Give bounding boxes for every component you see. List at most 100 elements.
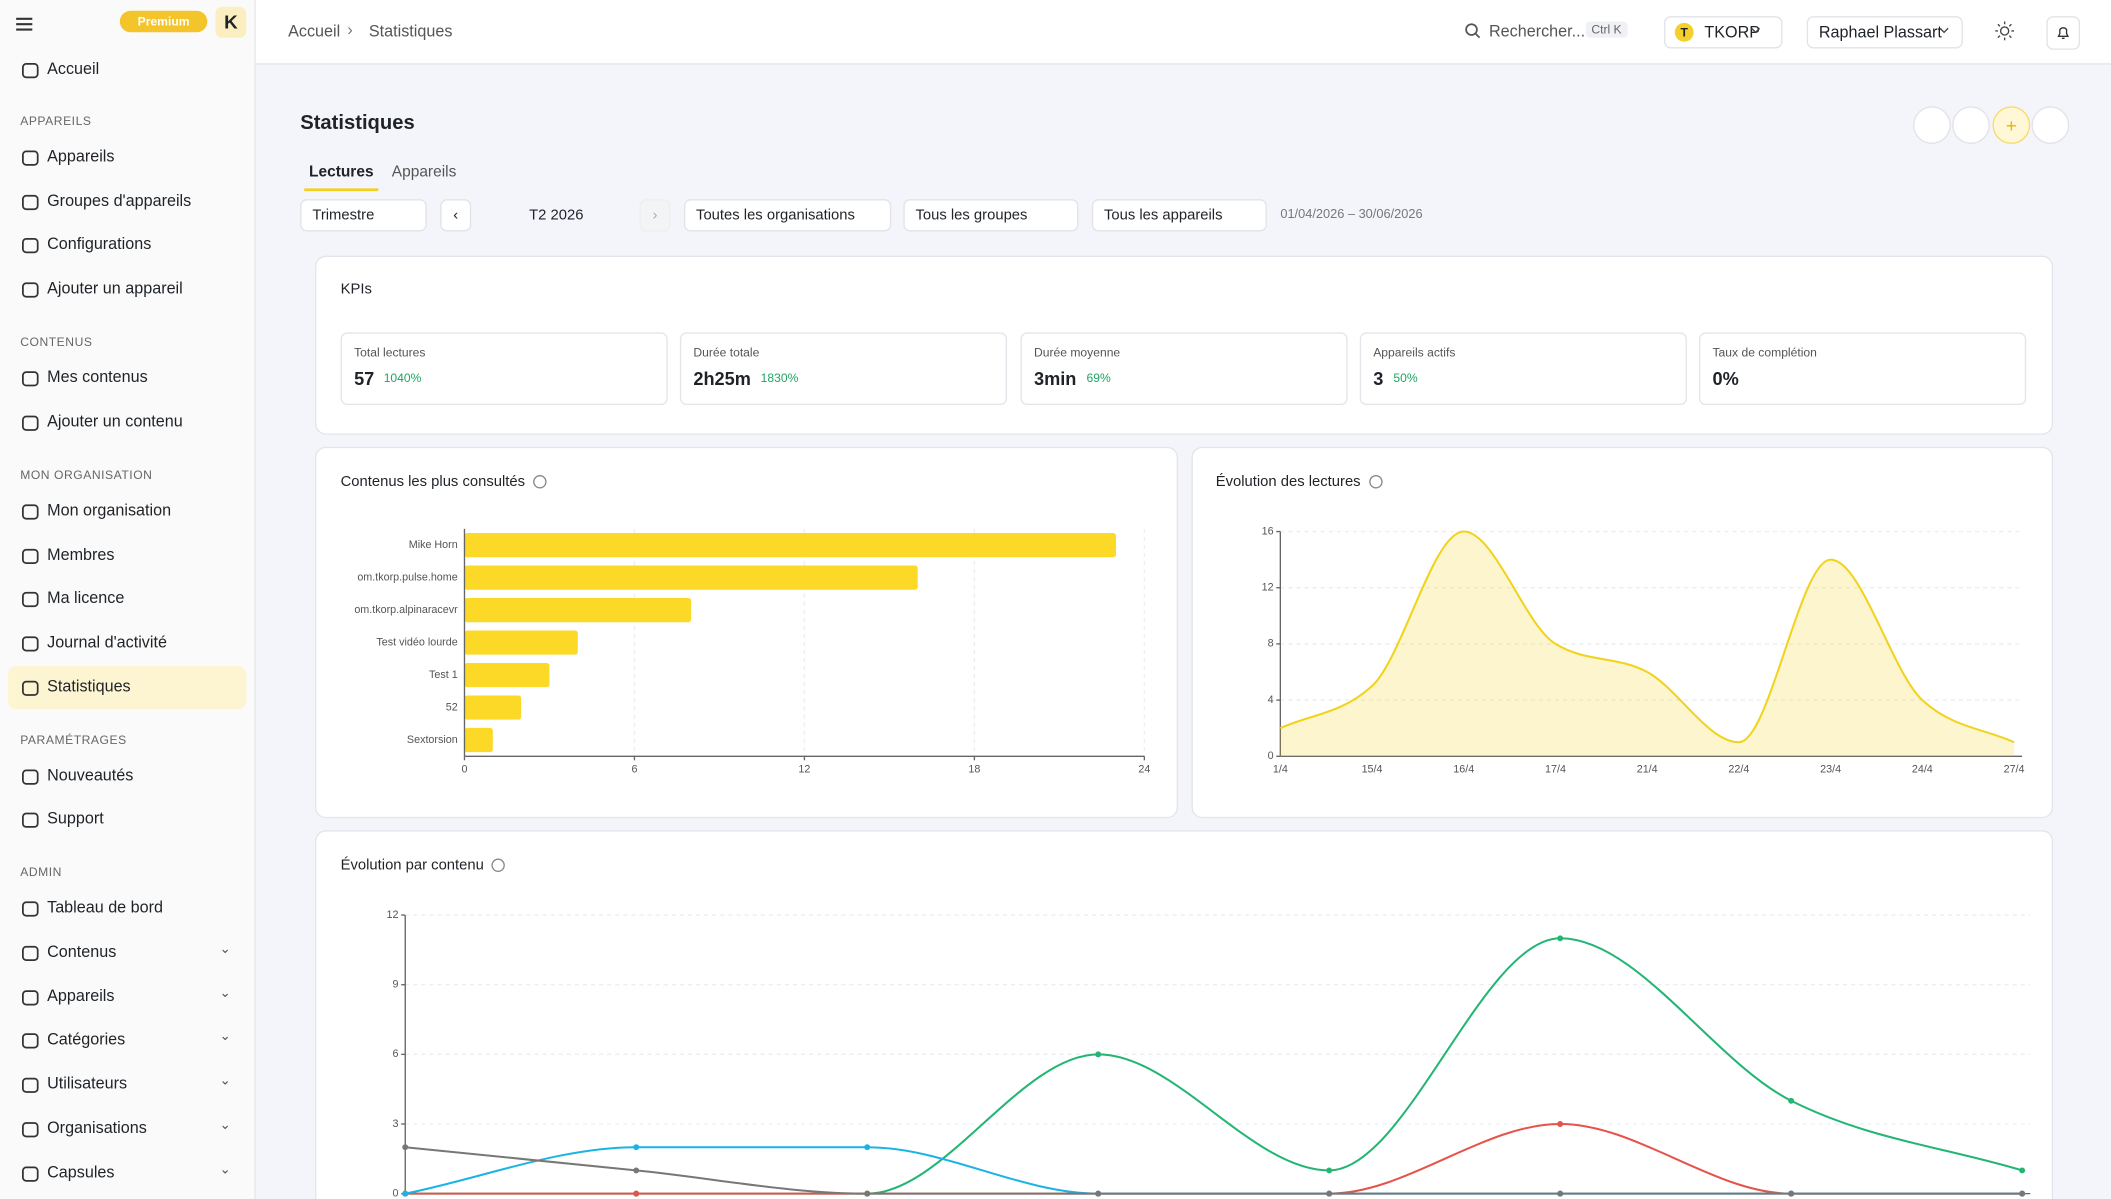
breadcrumb-home[interactable]: Accueil	[288, 21, 341, 41]
tab-underline	[304, 188, 379, 192]
settings-button[interactable]	[1952, 106, 1990, 144]
nav-item[interactable]: Configurations	[47, 234, 152, 254]
line	[405, 1146, 2023, 1195]
line	[405, 1146, 2023, 1195]
icon-shape	[22, 636, 39, 652]
nav-item[interactable]: Groupes d'appareils	[47, 190, 192, 210]
prev-button[interactable]: ‹	[440, 199, 472, 232]
nav-icon	[22, 636, 39, 652]
icon-button[interactable]	[1913, 106, 1951, 144]
layout-button[interactable]	[2031, 106, 2070, 144]
search-icon	[1465, 23, 1481, 39]
icon-shape	[22, 768, 39, 785]
point	[1557, 935, 1564, 942]
expand-chevron: ⌄	[219, 1073, 231, 1089]
icon-shape	[22, 194, 39, 210]
theme-toggle[interactable]	[1995, 21, 2015, 41]
kpi-label: Total lectures	[354, 345, 426, 360]
point	[1326, 1167, 1333, 1174]
logo[interactable]: K	[215, 6, 247, 38]
notifications[interactable]	[2046, 16, 2081, 50]
point	[1095, 1190, 1102, 1197]
y-tick-label: 3	[393, 1118, 399, 1130]
nav-icon	[22, 901, 39, 918]
filter[interactable]: Toutes les organisations	[683, 199, 892, 232]
info-icon	[533, 475, 547, 489]
x-tick-label: 27/4	[2004, 764, 2025, 776]
menu-icon[interactable]	[15, 16, 34, 32]
icon-shape	[22, 150, 39, 166]
nav-item[interactable]: Organisations	[47, 1118, 147, 1137]
chart-title: Contenus les plus consultés	[340, 473, 526, 490]
filter[interactable]: Tous les appareils	[1091, 199, 1267, 232]
tab[interactable]: Appareils	[391, 164, 457, 181]
point	[633, 1190, 640, 1197]
line	[1279, 530, 2015, 744]
kpi-label: Taux de complétion	[1712, 345, 1817, 360]
expand-chevron: ⌄	[219, 1029, 231, 1045]
nav-item[interactable]: Ma licence	[47, 588, 125, 608]
icon-shape	[22, 548, 39, 564]
bar	[464, 630, 578, 655]
kpi-label: Appareils actifs	[1373, 345, 1456, 360]
icon-shape	[22, 1077, 39, 1094]
filter[interactable]: Tous les groupes	[903, 199, 1079, 232]
point	[402, 1144, 409, 1151]
nav-item[interactable]: Utilisateurs	[47, 1073, 128, 1093]
nav-item[interactable]: Accueil	[47, 59, 100, 79]
line	[405, 937, 2023, 1195]
nav-item[interactable]: Contenus	[47, 941, 117, 961]
x-tick-label: 0	[461, 764, 467, 776]
bar	[464, 727, 493, 753]
x-tick-label: 16/4	[1453, 764, 1474, 776]
nav-item[interactable]: Tableau de bord	[47, 897, 164, 917]
x-tick-label: 23/4	[1820, 764, 1841, 776]
chart-card	[315, 830, 2054, 1199]
period-select[interactable]: Trimestre	[300, 199, 427, 232]
bar	[464, 597, 692, 623]
active-bg	[8, 665, 247, 709]
org-initial: T	[1674, 22, 1694, 42]
icon-shape	[22, 945, 39, 962]
org-switcher[interactable]: TKORP	[1664, 16, 1783, 49]
kpi-title: KPIs	[340, 281, 372, 298]
nav-item[interactable]: Appareils	[47, 985, 115, 1005]
x-tick-label: 22/4	[1728, 764, 1749, 776]
nav-item[interactable]: Appareils	[47, 146, 115, 166]
nav-item[interactable]: Ajouter un appareil	[47, 278, 183, 298]
nav-item[interactable]: Catégories	[47, 1029, 126, 1049]
nav-item[interactable]: Journal d'activité	[47, 632, 167, 652]
tab-active[interactable]: Lectures	[309, 164, 374, 181]
x-tick-label: 24	[1138, 764, 1150, 776]
nav-item[interactable]: Mon organisation	[47, 500, 172, 520]
add-button[interactable]: +	[1992, 106, 2031, 144]
breadcrumb-separator: ›	[347, 20, 353, 40]
nav-item[interactable]: Ajouter un contenu	[47, 411, 183, 431]
icon-shape	[22, 504, 39, 520]
nav-item[interactable]: Membres	[47, 544, 115, 564]
user-menu[interactable]: Raphael Plassart	[1806, 16, 1963, 49]
icon-shape	[22, 680, 39, 696]
expand-chevron: ⌄	[219, 985, 231, 1001]
nav-item[interactable]: Nouveautés	[47, 765, 134, 784]
x-tick-label: 1/4	[1273, 764, 1288, 776]
area	[1280, 531, 2015, 757]
point	[633, 1144, 640, 1151]
top-bar: Accueil › Statistiques Rechercher... Ctr…	[255, 0, 2111, 65]
nav-icon	[22, 238, 39, 254]
user-name: Raphael Plassart	[1818, 22, 1942, 42]
search[interactable]: Rechercher...	[1489, 21, 1586, 41]
point	[1326, 1190, 1333, 1197]
kpi-label: Durée totale	[693, 345, 760, 360]
kpi: Durée moyenne 3min 69%	[1020, 332, 1348, 406]
nav-item[interactable]: Mes contenus	[47, 367, 148, 387]
next-button[interactable]: ›	[639, 199, 671, 232]
x-tick-label: 15/4	[1362, 764, 1383, 776]
nav-item[interactable]: Statistiques	[47, 676, 131, 696]
nav-item[interactable]: Capsules	[47, 1162, 115, 1181]
y-tick-label: 12	[387, 909, 399, 921]
nav-item[interactable]: Support	[47, 809, 104, 829]
